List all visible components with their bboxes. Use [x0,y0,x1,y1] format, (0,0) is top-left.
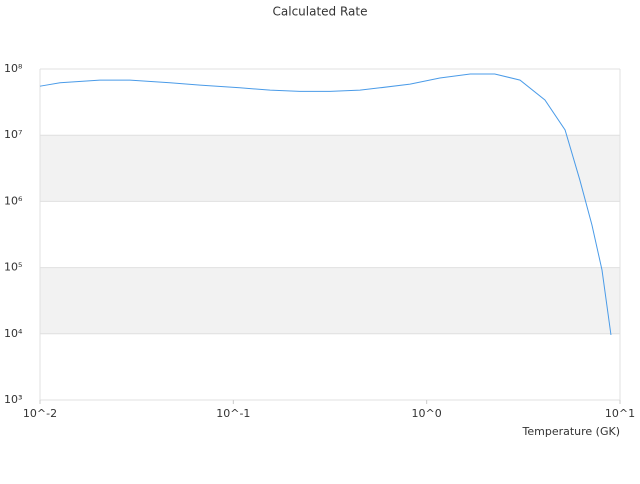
x-tick-label: 10^0 [412,407,442,420]
x-tick-label: 10^-2 [23,407,57,420]
x-axis-label: Temperature (GK) [522,425,621,438]
y-tick-label: 10⁵ [4,261,22,274]
x-tick-label: 10^1 [605,407,635,420]
y-tick-label: 10⁶ [4,194,23,207]
grid-band [40,267,620,334]
x-tick-label: 10^-1 [216,407,250,420]
y-tick-label: 10³ [4,393,22,406]
data-line [39,73,612,336]
y-tick-label: 10⁸ [4,62,23,75]
y-tick-label: 10⁷ [4,128,22,141]
y-tick-label: 10⁴ [4,327,23,340]
grid-band [40,135,620,202]
chart-title: Calculated Rate [273,5,368,19]
